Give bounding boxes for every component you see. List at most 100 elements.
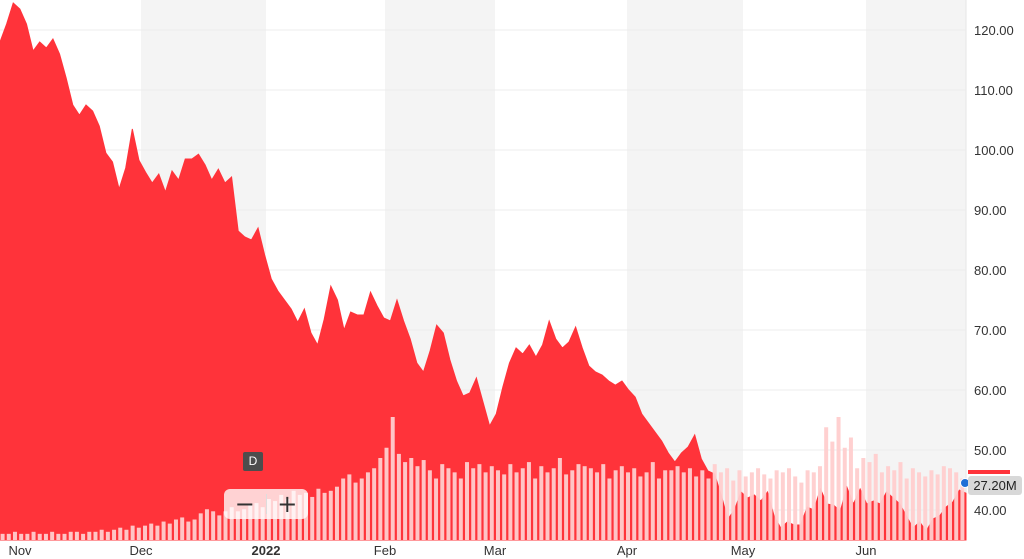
volume-bar: [112, 529, 117, 540]
volume-bar: [390, 417, 395, 540]
volume-bar: [557, 458, 562, 540]
volume-bar: [167, 523, 172, 540]
volume-bar: [681, 472, 686, 540]
volume-bar: [842, 447, 847, 540]
volume-bar: [105, 531, 110, 540]
volume-bar: [564, 474, 569, 540]
volume-bar: [960, 478, 965, 540]
volume-bar: [155, 525, 160, 540]
volume-bar: [415, 466, 420, 540]
volume-bar: [50, 531, 55, 540]
volume-bar: [118, 527, 123, 540]
volume-bar: [254, 503, 259, 540]
volume-bar: [19, 533, 24, 540]
volume-bar: [923, 476, 928, 540]
volume-bar: [638, 476, 643, 540]
volume-bar: [198, 513, 203, 540]
volume-bar: [873, 453, 878, 540]
volume-bar: [211, 511, 216, 540]
volume-bar: [353, 482, 358, 540]
volume-bar: [669, 470, 674, 540]
volume-bar: [879, 472, 884, 540]
volume-bar: [787, 468, 792, 540]
volume-bar: [601, 464, 606, 540]
volume-bar: [619, 466, 624, 540]
y-tick-label: 40.00: [974, 503, 1007, 518]
last-volume-label: 27.20M: [968, 476, 1022, 495]
volume-bar: [811, 472, 816, 540]
y-tick-label: 100.00: [974, 143, 1014, 158]
volume-bar: [520, 468, 525, 540]
volume-bar: [904, 478, 909, 540]
volume-bar: [718, 472, 723, 540]
volume-bar: [570, 470, 575, 540]
volume-bar: [43, 533, 48, 540]
volume-bar: [656, 478, 661, 540]
volume-bar: [161, 521, 166, 540]
volume-bar: [452, 472, 457, 540]
volume-bar: [948, 468, 953, 540]
volume-bar: [588, 468, 593, 540]
volume-bars: [0, 417, 965, 540]
volume-bar: [663, 470, 668, 540]
volume-bar: [365, 472, 370, 540]
volume-bar: [582, 466, 587, 540]
interval-badge[interactable]: D: [243, 452, 263, 471]
volume-bar: [954, 472, 959, 540]
volume-bar: [706, 478, 711, 540]
volume-bar: [737, 470, 742, 540]
y-axis: 120.00 110.00 100.00 90.00 80.00 70.00 60.00 50…: [974, 23, 1014, 518]
volume-bar: [359, 478, 364, 540]
zoom-in-button[interactable]: +: [267, 489, 309, 519]
volume-bar: [204, 509, 209, 540]
volume-bar: [687, 468, 692, 540]
volume-bar: [644, 472, 649, 540]
volume-bar: [440, 464, 445, 540]
volume-bar: [632, 468, 637, 540]
x-tick-label: Jun: [856, 543, 877, 558]
volume-bar: [285, 499, 290, 540]
volume-bar: [372, 468, 377, 540]
last-price-flag: [968, 470, 1010, 474]
volume-bar: [56, 533, 61, 540]
volume-bar: [898, 462, 903, 540]
volume-bar: [217, 515, 222, 540]
volume-bar: [941, 466, 946, 540]
volume-bar: [465, 462, 470, 540]
x-axis: Nov Dec 2022 Feb Mar Apr May Jun: [8, 543, 876, 558]
volume-bar: [74, 531, 79, 540]
volume-bar: [526, 462, 531, 540]
volume-bar: [780, 472, 785, 540]
volume-bar: [607, 478, 612, 540]
x-tick-label: May: [731, 543, 756, 558]
y-tick-label: 80.00: [974, 263, 1007, 278]
volume-bar: [229, 507, 234, 540]
zoom-out-button[interactable]: −: [224, 489, 266, 519]
volume-bar: [149, 523, 154, 540]
volume-bar: [310, 496, 315, 540]
volume-bar: [235, 511, 240, 540]
volume-bar: [186, 521, 191, 540]
volume-bar: [848, 437, 853, 540]
y-tick-label: 110.00: [974, 83, 1013, 98]
volume-bar: [248, 505, 253, 540]
volume-bar: [799, 482, 804, 540]
volume-bar: [836, 417, 841, 540]
y-tick-label: 90.00: [974, 203, 1007, 218]
volume-bar: [384, 447, 389, 540]
volume-bar: [409, 458, 414, 540]
volume-bar: [471, 468, 476, 540]
volume-bar: [892, 470, 897, 540]
volume-bar: [242, 509, 247, 540]
volume-bar: [260, 507, 265, 540]
volume-bar: [495, 470, 500, 540]
volume-bar: [434, 478, 439, 540]
volume-bar: [99, 529, 104, 540]
volume-bar: [180, 517, 185, 540]
volume-bar: [458, 478, 463, 540]
volume-bar: [223, 511, 228, 540]
volume-bar: [502, 474, 507, 540]
volume-bar: [762, 474, 767, 540]
volume-bar: [929, 470, 934, 540]
